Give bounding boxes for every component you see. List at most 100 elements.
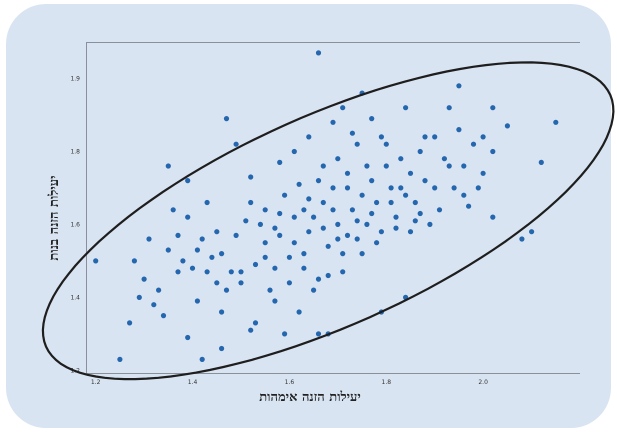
data-point xyxy=(441,156,447,162)
data-point xyxy=(466,203,472,209)
data-point xyxy=(204,269,210,275)
confidence-ellipse xyxy=(41,61,615,381)
data-point xyxy=(378,229,384,235)
data-point xyxy=(219,345,225,352)
data-point xyxy=(248,174,254,180)
data-point xyxy=(456,127,462,133)
data-point xyxy=(354,218,360,224)
data-point xyxy=(320,199,326,206)
data-point xyxy=(349,130,355,136)
data-point xyxy=(436,207,443,213)
data-point xyxy=(470,141,477,147)
data-point xyxy=(344,170,351,176)
data-point xyxy=(315,331,322,337)
data-point xyxy=(286,254,292,260)
data-point xyxy=(320,163,326,169)
x-tick-label: 2.0 xyxy=(478,379,488,386)
data-point xyxy=(335,156,341,162)
data-point xyxy=(199,356,205,362)
data-point xyxy=(233,141,239,147)
data-point xyxy=(243,218,249,224)
data-point xyxy=(335,236,341,242)
data-point xyxy=(306,134,312,140)
data-point xyxy=(490,105,496,111)
x-tick-label: 1.8 xyxy=(382,379,392,386)
data-point xyxy=(277,210,283,217)
data-point xyxy=(301,265,307,271)
data-point xyxy=(93,258,99,264)
y-tick-label: 1.8 xyxy=(70,148,80,155)
data-point xyxy=(403,192,409,198)
data-point xyxy=(475,185,481,191)
data-point xyxy=(262,207,268,213)
data-point xyxy=(156,287,162,293)
data-point xyxy=(170,207,176,213)
data-point xyxy=(364,163,370,169)
data-point xyxy=(272,298,278,304)
data-point xyxy=(422,134,428,140)
data-point xyxy=(286,280,292,286)
data-point xyxy=(185,334,191,341)
data-point xyxy=(204,199,210,206)
data-point xyxy=(388,199,394,206)
data-point xyxy=(306,229,312,235)
data-point xyxy=(189,265,196,271)
data-point xyxy=(325,272,331,279)
data-point xyxy=(315,276,322,282)
data-point xyxy=(427,221,433,227)
data-point xyxy=(175,269,181,275)
data-point xyxy=(311,287,317,293)
data-point xyxy=(248,199,254,206)
data-point xyxy=(315,50,322,56)
data-point xyxy=(383,163,389,169)
data-point xyxy=(301,207,307,213)
data-point xyxy=(141,276,147,282)
data-point xyxy=(160,313,167,319)
data-point xyxy=(417,148,423,155)
data-point xyxy=(291,214,297,220)
data-point xyxy=(354,141,360,147)
data-point xyxy=(306,196,312,202)
x-tick-label: 1.2 xyxy=(91,379,101,386)
data-point xyxy=(151,302,157,308)
data-point xyxy=(359,192,365,198)
data-point xyxy=(340,251,346,257)
data-point xyxy=(374,199,380,206)
data-point xyxy=(127,320,133,326)
data-point xyxy=(165,247,171,253)
data-point xyxy=(272,265,278,271)
data-point xyxy=(320,225,326,231)
data-point xyxy=(407,229,414,235)
data-point xyxy=(398,185,404,191)
data-point xyxy=(252,320,259,326)
data-point xyxy=(504,123,510,129)
y-tick-label: 1.9 xyxy=(70,75,80,82)
data-point xyxy=(553,119,559,125)
data-point xyxy=(180,258,186,264)
data-point xyxy=(146,236,152,242)
data-point xyxy=(359,251,365,257)
data-point xyxy=(262,240,268,246)
data-point xyxy=(369,210,375,217)
data-point xyxy=(422,178,428,184)
data-point xyxy=(446,163,452,169)
data-point xyxy=(364,221,370,227)
data-point xyxy=(199,236,205,242)
data-point xyxy=(330,207,336,213)
data-point xyxy=(301,251,307,257)
data-point xyxy=(291,148,297,155)
data-point xyxy=(238,280,244,286)
data-point xyxy=(257,221,263,227)
y-axis-label: יעילות הזנה בנות xyxy=(47,175,62,261)
data-point xyxy=(369,178,375,184)
data-point xyxy=(388,185,394,191)
data-point xyxy=(233,232,239,238)
data-point xyxy=(223,116,230,122)
data-point xyxy=(228,269,234,275)
data-point xyxy=(214,280,220,286)
y-tick-label: 1.6 xyxy=(70,221,80,228)
data-point xyxy=(136,294,142,300)
y-tick-label: 1.4 xyxy=(70,294,80,301)
data-point xyxy=(417,210,423,217)
